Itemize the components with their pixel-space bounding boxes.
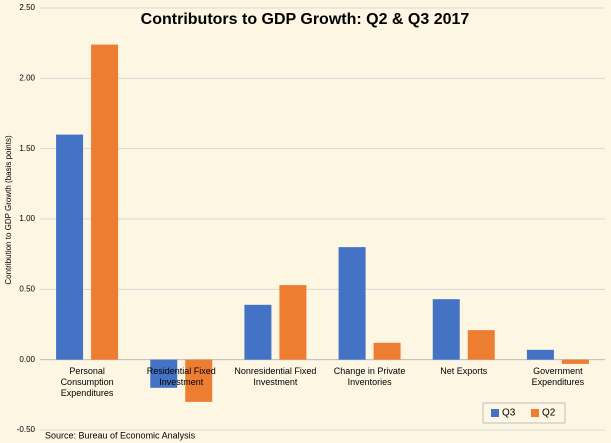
bar bbox=[526, 349, 554, 360]
bar bbox=[91, 44, 119, 360]
y-tick-label: 1.50 bbox=[19, 144, 35, 153]
bar bbox=[56, 134, 84, 360]
x-tick-label: Change in Private Inventories bbox=[333, 365, 406, 387]
x-tick-label: Residential Fixed Investment bbox=[146, 365, 216, 387]
chart-title: Contributors to GDP Growth: Q2 & Q3 2017 bbox=[141, 11, 470, 28]
y-tick-label: 0.00 bbox=[19, 355, 35, 364]
y-tick-label: 0.50 bbox=[19, 284, 35, 293]
legend-label: Q3 bbox=[502, 408, 516, 419]
y-axis-label: Contribution to GDP Growth (basis points… bbox=[4, 135, 13, 285]
bar bbox=[467, 330, 495, 360]
y-tick-label: -0.50 bbox=[17, 425, 36, 434]
source-note: Source: Bureau of Economic Analysis bbox=[45, 430, 196, 440]
y-tick-label: 1.00 bbox=[19, 214, 35, 223]
bar bbox=[561, 359, 589, 364]
bar bbox=[338, 247, 366, 360]
bar bbox=[185, 359, 213, 402]
bar bbox=[279, 285, 307, 360]
x-tick-label: Net Exports bbox=[440, 365, 488, 376]
legend-box bbox=[482, 402, 566, 424]
bar bbox=[244, 304, 272, 360]
legend-label: Q2 bbox=[542, 408, 556, 419]
y-tick-label: 2.00 bbox=[19, 73, 35, 82]
x-tick-label: Personal Consumption Expenditures bbox=[60, 365, 114, 398]
bar bbox=[432, 299, 460, 360]
x-tick-label: Nonresidential Fixed Investment bbox=[234, 365, 317, 387]
y-tick-label: 2.50 bbox=[19, 3, 35, 12]
bar bbox=[150, 359, 178, 388]
legend-swatch bbox=[491, 409, 499, 417]
legend-swatch bbox=[531, 409, 539, 417]
bar bbox=[373, 342, 401, 360]
x-tick-label: Government Expenditures bbox=[531, 365, 585, 387]
